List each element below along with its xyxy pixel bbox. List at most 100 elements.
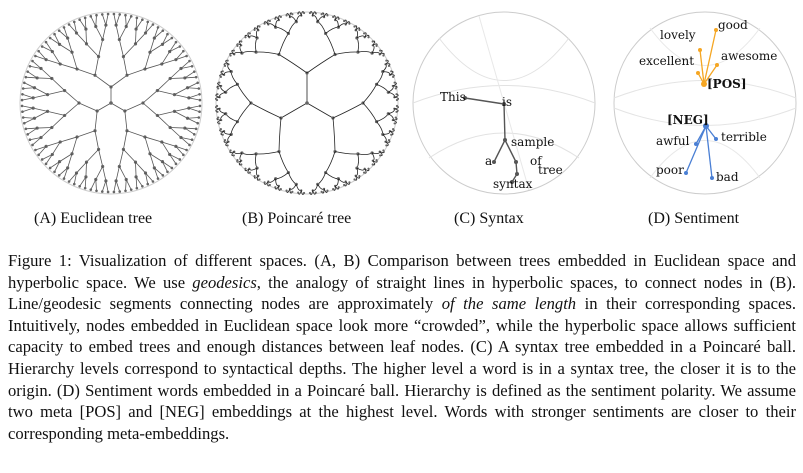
poincare-node [217,87,220,90]
caption-emphasis-geodesics: geodesics [192,272,257,292]
poincare-node [279,188,282,191]
euclidean-node [112,12,116,16]
euclidean-edge [184,76,197,79]
euclidean-edge [115,180,121,192]
poincare-edge [241,51,257,54]
word-pos: [POS] [707,77,747,91]
poincare-edge [334,51,358,55]
sentiment-ball-boundary [613,11,797,195]
euclidean-edge [149,153,155,168]
euclidean-node [106,12,110,16]
euclidean-node [62,177,66,180]
poincare-node [218,122,221,125]
poincare-node [394,87,397,90]
euclidean-edge [67,153,73,168]
euclidean-edge [32,60,42,69]
euclidean-edge [51,78,65,91]
poincare-node [375,44,378,48]
poincare-node [392,75,395,78]
euclidean-edge [161,141,176,147]
euclidean-edge [21,97,34,101]
euclidean-edge [135,161,146,174]
poincare-node [362,32,366,35]
euclidean-edge [115,166,120,181]
poincare-edge [332,102,364,119]
node-syntax [510,180,514,184]
poincare-node [221,70,224,73]
euclidean-edge [64,102,80,116]
euclidean-node [44,162,48,166]
poincare-node [221,133,224,136]
euclidean-edge [76,68,96,76]
euclidean-edge [35,145,47,151]
euclidean-node [67,23,71,26]
euclidean-edge [161,141,170,155]
euclidean-node [48,166,52,170]
poincare-edge [306,54,336,74]
poincare-node [320,190,323,193]
edge-pos-lovely [699,49,705,85]
euclidean-edge [25,127,38,130]
poincare-edge [371,44,375,54]
euclidean-node [95,189,98,193]
euclidean-node [129,15,133,18]
poincare-edge [362,84,377,104]
euclidean-edge [94,130,99,150]
euclidean-node [190,138,194,142]
euclidean-edge [85,29,87,44]
euclidean-node [146,20,150,24]
euclidean-edge [170,77,185,79]
euclidean-node [174,40,178,44]
euclidean-edge [142,102,158,116]
euclidean-edge [33,94,48,99]
poincare-edge [227,134,232,143]
poincare-node [356,50,360,54]
euclidean-edge [98,39,104,57]
euclidean-node [26,133,30,136]
euclidean-edge [34,87,48,96]
poincare-edge [256,151,280,155]
euclidean-edge [135,162,137,177]
sentiment-geodesic-3 [649,27,761,66]
euclidean-edge [135,176,143,187]
euclidean-node [83,16,87,20]
poincare-node [291,190,294,193]
poincare-node [253,28,256,31]
euclidean-edge [135,17,138,30]
euclidean-edge [187,117,198,124]
poincare-edge [356,35,366,39]
euclidean-edge [110,74,128,88]
poincare-node [274,186,277,189]
poincare-node [393,122,396,125]
euclidean-edge [188,105,201,109]
euclidean-node [57,29,61,32]
euclidean-edge [188,107,200,113]
word-good: good [718,18,748,32]
euclidean-node [192,70,196,73]
poincare-node [223,139,227,142]
figure: This is sample a of tree syntax [19,11,797,227]
euclidean-edge [60,136,78,143]
euclidean-node [31,143,34,147]
euclidean-edge [113,180,117,193]
poincare-edge [255,37,258,53]
caption-emphasis-same-length: of the same length [441,294,577,314]
poincare-node [356,152,360,156]
euclidean-node [178,158,182,161]
syntax-geodesic-2 [438,37,570,81]
poincare-edge [325,26,339,34]
poincare-node [219,75,222,78]
poincare-edge [371,152,375,162]
poincare-node [216,110,219,113]
euclidean-edge [85,162,87,177]
euclidean-node [129,188,133,191]
euclidean-edge [47,110,65,116]
euclidean-node [161,174,165,177]
euclidean-edge [90,179,97,190]
poincare-boundary [215,11,399,195]
edge-neg-poor [685,125,707,174]
poincare-node [232,49,235,52]
poincare-node [219,128,222,131]
euclidean-node [185,54,188,58]
negative-nodes [684,123,718,180]
